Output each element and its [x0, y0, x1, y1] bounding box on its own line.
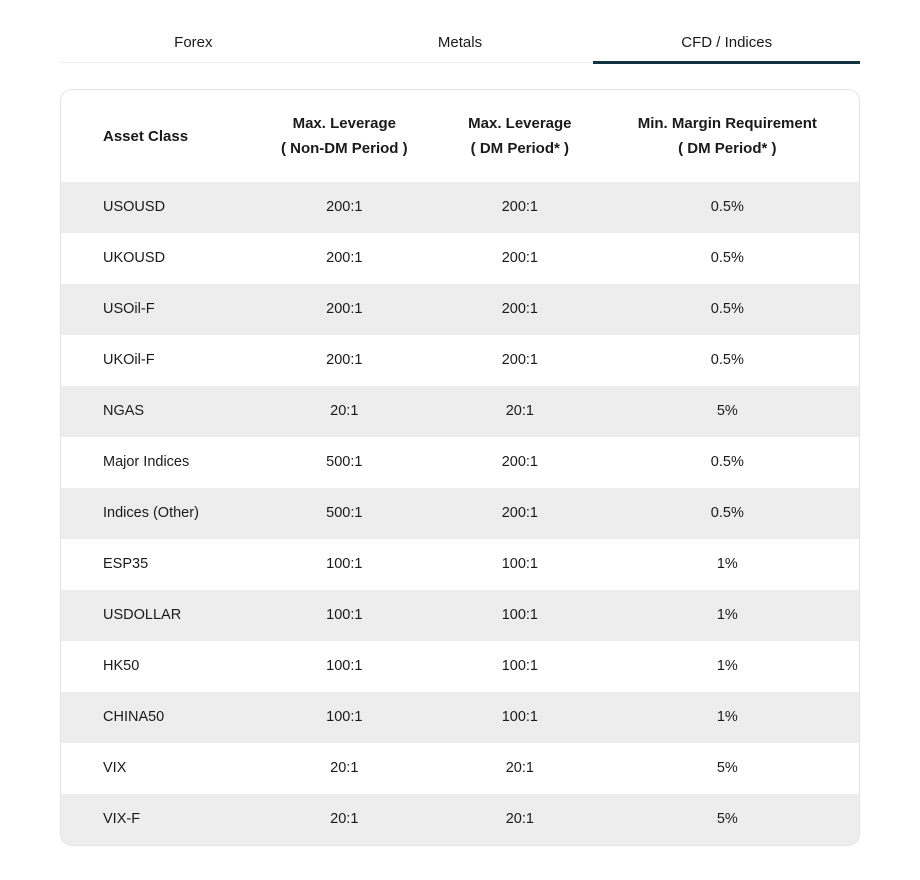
column-subtitle: ( DM Period* ) [678, 140, 777, 157]
max-leverage-dm-cell: 200:1 [501, 505, 538, 521]
asset-class-cell: HK50 [103, 658, 140, 674]
tab-cfd-indices[interactable]: CFD / Indices [593, 24, 860, 64]
min-margin-cell: 0.5% [710, 199, 744, 215]
table-row: UKOUSD 200:1 200:1 0.5% [61, 233, 859, 284]
min-margin-cell: 0.5% [710, 301, 744, 317]
asset-class-cell: USOUSD [103, 199, 166, 215]
min-margin-cell: 5% [716, 811, 738, 827]
min-margin-cell: 1% [716, 607, 738, 623]
table-header-row: Asset Class Max. Leverage ( Non-DM Perio… [61, 90, 859, 182]
min-margin-cell: 1% [716, 709, 738, 725]
max-leverage-dm-cell: 100:1 [501, 709, 538, 725]
asset-class-cell: Indices (Other) [103, 505, 199, 521]
table-row: USOil-F 200:1 200:1 0.5% [61, 284, 859, 335]
max-leverage-dm-cell: 100:1 [501, 607, 538, 623]
min-margin-cell: 0.5% [710, 250, 744, 266]
table-row: CHINA50 100:1 100:1 1% [61, 692, 859, 743]
max-leverage-dm-cell: 100:1 [501, 556, 538, 572]
max-leverage-dm-cell: 100:1 [501, 658, 538, 674]
page: Forex Metals CFD / Indices Asset Class M… [60, 24, 860, 846]
column-title: Min. Margin Requirement [637, 115, 817, 132]
leverage-table-card: Asset Class Max. Leverage ( Non-DM Perio… [60, 89, 860, 846]
max-leverage-non-dm-cell: 200:1 [326, 199, 363, 215]
asset-class-cell: Major Indices [103, 454, 190, 470]
asset-class-cell: ESP35 [103, 556, 149, 572]
max-leverage-non-dm-cell: 100:1 [326, 709, 363, 725]
column-subtitle: ( DM Period* ) [470, 140, 569, 157]
column-header-max-leverage-dm: Max. Leverage ( DM Period* ) [444, 90, 596, 182]
max-leverage-non-dm-cell: 500:1 [326, 454, 363, 470]
min-margin-cell: 0.5% [710, 505, 744, 521]
min-margin-cell: 1% [716, 658, 738, 674]
asset-class-cell: USOil-F [103, 301, 155, 317]
column-header-max-leverage-non-dm: Max. Leverage ( Non-DM Period ) [244, 90, 445, 182]
asset-class-cell: UKOUSD [103, 250, 166, 266]
table-row: Indices (Other) 500:1 200:1 0.5% [61, 488, 859, 539]
max-leverage-non-dm-cell: 200:1 [326, 250, 363, 266]
max-leverage-dm-cell: 200:1 [501, 199, 538, 215]
max-leverage-dm-cell: 200:1 [501, 454, 538, 470]
max-leverage-non-dm-cell: 200:1 [326, 301, 363, 317]
column-header-asset-class: Asset Class [61, 90, 245, 182]
max-leverage-non-dm-cell: 20:1 [330, 403, 359, 419]
min-margin-cell: 1% [716, 556, 738, 572]
table-row: USOUSD 200:1 200:1 0.5% [61, 182, 859, 233]
asset-class-cell: CHINA50 [103, 709, 165, 725]
max-leverage-dm-cell: 20:1 [505, 760, 534, 776]
table-row: VIX 20:1 20:1 5% [61, 743, 859, 794]
column-subtitle: ( Non-DM Period ) [280, 140, 408, 157]
min-margin-cell: 5% [716, 760, 738, 776]
table-row: NGAS 20:1 20:1 5% [61, 386, 859, 437]
tab-metals[interactable]: Metals [437, 34, 483, 51]
table-row: HK50 100:1 100:1 1% [61, 641, 859, 692]
table-row: ESP35 100:1 100:1 1% [61, 539, 859, 590]
column-title: Max. Leverage [468, 115, 572, 132]
min-margin-cell: 0.5% [710, 352, 744, 368]
max-leverage-non-dm-cell: 500:1 [326, 505, 363, 521]
asset-class-cell: UKOil-F [103, 352, 155, 368]
asset-class-cell: VIX [103, 760, 127, 776]
asset-class-cell: VIX-F [103, 811, 141, 827]
column-title: Asset Class [103, 127, 189, 145]
max-leverage-non-dm-cell: 100:1 [326, 556, 363, 572]
column-title: Max. Leverage [292, 115, 396, 132]
max-leverage-non-dm-cell: 20:1 [330, 811, 359, 827]
max-leverage-dm-cell: 20:1 [505, 403, 534, 419]
asset-class-cell: USDOLLAR [103, 607, 182, 623]
max-leverage-non-dm-cell: 200:1 [326, 352, 363, 368]
tab-bar: Forex Metals CFD / Indices [60, 24, 860, 64]
leverage-table: Asset Class Max. Leverage ( Non-DM Perio… [61, 90, 859, 845]
min-margin-cell: 5% [716, 403, 738, 419]
max-leverage-dm-cell: 200:1 [501, 301, 538, 317]
table-row: VIX-F 20:1 20:1 5% [61, 794, 859, 845]
max-leverage-dm-cell: 20:1 [505, 811, 534, 827]
min-margin-cell: 0.5% [710, 454, 744, 470]
tab-forex[interactable]: Forex [174, 34, 213, 51]
column-header-min-margin: Min. Margin Requirement ( DM Period* ) [595, 90, 859, 182]
table-row: UKOil-F 200:1 200:1 0.5% [61, 335, 859, 386]
table-row: USDOLLAR 100:1 100:1 1% [61, 590, 859, 641]
max-leverage-non-dm-cell: 100:1 [326, 658, 363, 674]
max-leverage-non-dm-cell: 100:1 [326, 607, 363, 623]
asset-class-cell: NGAS [103, 403, 145, 419]
max-leverage-dm-cell: 200:1 [501, 250, 538, 266]
max-leverage-non-dm-cell: 20:1 [330, 760, 359, 776]
table-row: Major Indices 500:1 200:1 0.5% [61, 437, 859, 488]
max-leverage-dm-cell: 200:1 [501, 352, 538, 368]
